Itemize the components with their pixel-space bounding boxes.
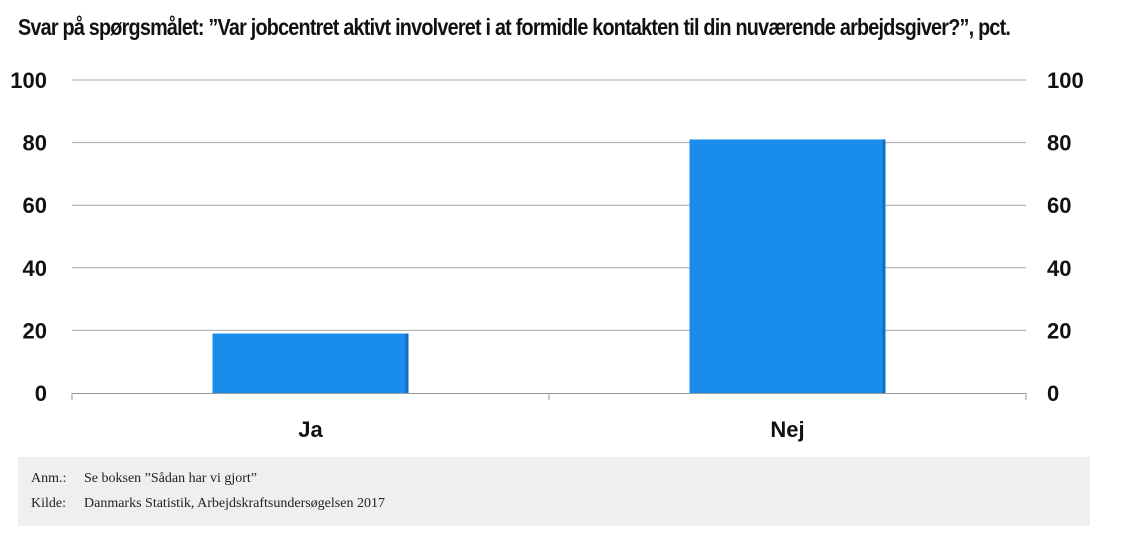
x-axis: Ja Nej xyxy=(71,393,1027,442)
kilde-label: Kilde: xyxy=(31,495,66,511)
y-axis-right: 0 20 40 60 80 100 xyxy=(1047,68,1084,406)
y-tick-label-right: 60 xyxy=(1047,193,1071,218)
x-tick-label: Ja xyxy=(298,417,323,442)
bars xyxy=(212,139,886,393)
y-tick-label-left: 60 xyxy=(23,193,47,218)
y-tick-label-left: 20 xyxy=(23,318,47,343)
y-tick-label-right: 0 xyxy=(1047,381,1059,406)
bar-chart: 0 20 40 60 80 100 0 20 40 60 80 100 Ja Nej xyxy=(10,68,1084,442)
y-tick-label-left: 80 xyxy=(23,131,47,156)
y-tick-label-left: 100 xyxy=(10,68,47,93)
bar xyxy=(212,333,409,393)
y-tick-label-right: 20 xyxy=(1047,318,1071,343)
x-tick-label: Nej xyxy=(770,417,804,442)
y-tick-label-right: 80 xyxy=(1047,131,1071,156)
y-axis-left: 0 20 40 60 80 100 xyxy=(10,68,47,406)
note-kilde: Kilde: Danmarks Statistik, Arbejdskrafts… xyxy=(31,491,1090,516)
bar xyxy=(689,139,886,393)
notes-box: Anm.: Se boksen ”Sådan har vi gjort” Kil… xyxy=(18,457,1090,526)
y-tick-label-left: 40 xyxy=(23,256,47,281)
y-tick-label-right: 100 xyxy=(1047,68,1084,93)
note-anm: Anm.: Se boksen ”Sådan har vi gjort” xyxy=(31,466,1090,491)
bar-shade xyxy=(882,139,886,393)
bar-shade xyxy=(405,333,409,393)
kilde-text: Danmarks Statistik, Arbejdskraftsundersø… xyxy=(84,495,385,511)
y-tick-label-left: 0 xyxy=(35,381,47,406)
y-tick-label-right: 40 xyxy=(1047,256,1071,281)
anm-label: Anm.: xyxy=(31,470,67,486)
anm-text: Se boksen ”Sådan har vi gjort” xyxy=(84,470,258,486)
chart-title: Svar på spørgsmålet: ”Var jobcentret akt… xyxy=(18,14,1011,40)
